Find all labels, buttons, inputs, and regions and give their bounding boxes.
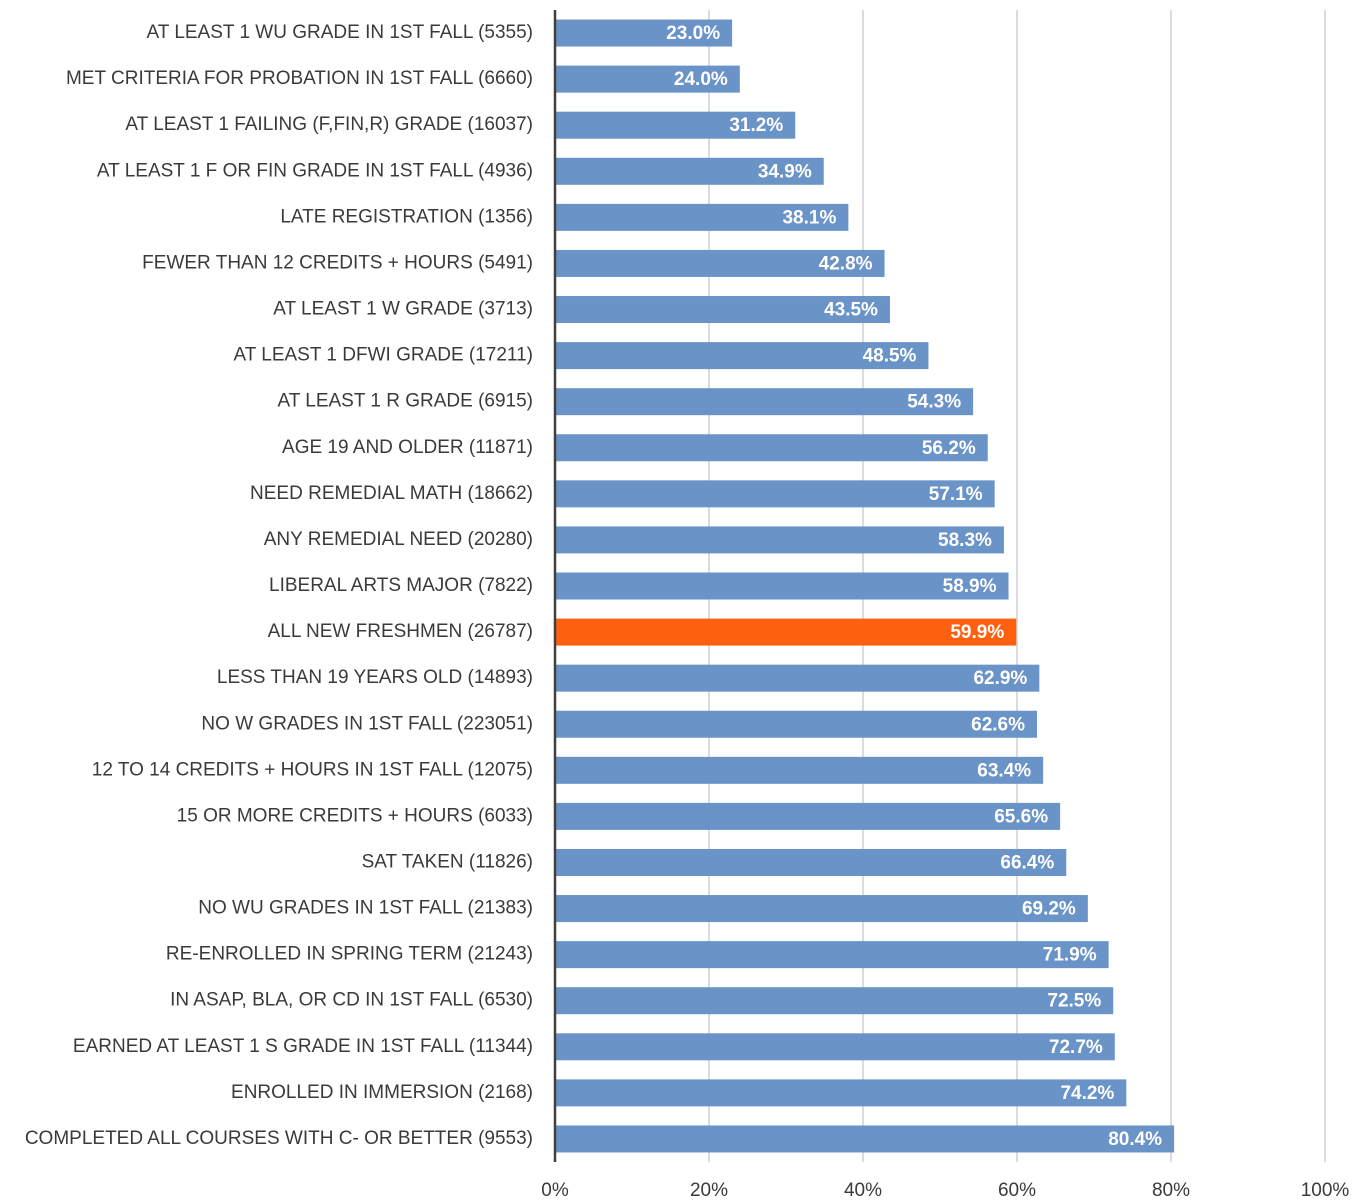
bar — [555, 756, 1044, 784]
category-label: ANY REMEDIAL NEED (20280) — [264, 529, 533, 550]
x-tick-label: 40% — [844, 1180, 882, 1200]
bar — [555, 157, 824, 185]
bar — [555, 296, 890, 324]
category-label: MET CRITERIA FOR PROBATION IN 1ST FALL (… — [66, 68, 533, 89]
value-label: 43.5% — [824, 300, 878, 321]
bar — [555, 111, 796, 139]
value-label: 71.9% — [1043, 945, 1097, 966]
bar — [555, 895, 1088, 923]
category-label: 15 OR MORE CREDITS + HOURS (6033) — [177, 805, 533, 826]
value-label: 38.1% — [782, 207, 836, 228]
bar — [555, 388, 974, 416]
bar — [555, 710, 1038, 738]
category-label: IN ASAP, BLA, OR CD IN 1ST FALL (6530) — [170, 990, 533, 1011]
category-label: AT LEAST 1 DFWI GRADE (17211) — [233, 345, 533, 366]
value-label: 63.4% — [977, 760, 1031, 781]
category-label: NO WU GRADES IN 1ST FALL (21383) — [198, 898, 533, 919]
bar — [555, 342, 929, 370]
bar — [555, 480, 995, 508]
value-label: 42.8% — [819, 253, 873, 274]
bar — [555, 664, 1040, 692]
value-label: 66.4% — [1000, 852, 1054, 873]
category-label: EARNED AT LEAST 1 S GRADE IN 1ST FALL (1… — [73, 1036, 533, 1057]
value-label: 62.9% — [973, 668, 1027, 689]
bar — [555, 802, 1061, 830]
value-label: 54.3% — [907, 392, 961, 413]
value-label: 24.0% — [674, 69, 728, 90]
bar — [555, 572, 1009, 600]
value-label: 48.5% — [863, 346, 917, 367]
category-label: LIBERAL ARTS MAJOR (7822) — [269, 575, 533, 596]
value-label: 31.2% — [729, 115, 783, 136]
value-label: 23.0% — [666, 23, 720, 44]
value-label: 57.1% — [929, 484, 983, 505]
category-label: ENROLLED IN IMMERSION (2168) — [231, 1082, 533, 1103]
bar — [555, 941, 1109, 969]
bar — [555, 249, 885, 277]
category-label: AT LEAST 1 W GRADE (3713) — [273, 299, 533, 320]
value-label: 72.5% — [1047, 991, 1101, 1012]
x-tick-label: 100% — [1301, 1180, 1350, 1200]
category-label: RE-ENROLLED IN SPRING TERM (21243) — [166, 944, 533, 965]
bar — [555, 434, 988, 462]
x-tick-label: 20% — [690, 1180, 728, 1200]
category-label: NO W GRADES IN 1ST FALL (223051) — [201, 713, 533, 734]
category-label: AT LEAST 1 R GRADE (6915) — [277, 391, 533, 412]
bar — [555, 19, 733, 47]
bar — [555, 618, 1017, 646]
x-tick-label: 0% — [541, 1180, 569, 1200]
x-tick-label: 60% — [998, 1180, 1036, 1200]
bar — [555, 1125, 1175, 1153]
category-label: AT LEAST 1 WU GRADE IN 1ST FALL (5355) — [147, 22, 533, 43]
bar — [555, 1079, 1127, 1107]
value-label: 34.9% — [758, 161, 812, 182]
x-tick-label: 80% — [1152, 1180, 1190, 1200]
category-label: NEED REMEDIAL MATH (18662) — [250, 483, 533, 504]
bar — [555, 987, 1114, 1015]
value-label: 56.2% — [922, 438, 976, 459]
value-label: 62.6% — [971, 714, 1025, 735]
bar — [555, 848, 1067, 876]
value-label: 80.4% — [1108, 1129, 1162, 1150]
category-label: AT LEAST 1 F OR FIN GRADE IN 1ST FALL (4… — [97, 160, 533, 181]
category-label: ALL NEW FRESHMEN (26787) — [268, 621, 533, 642]
value-label: 69.2% — [1022, 899, 1076, 920]
category-label: AGE 19 AND OLDER (11871) — [282, 437, 533, 458]
category-label: SAT TAKEN (11826) — [362, 851, 533, 872]
category-label: AT LEAST 1 FAILING (F,FIN,R) GRADE (1603… — [125, 114, 533, 135]
category-label: LESS THAN 19 YEARS OLD (14893) — [217, 667, 533, 688]
bar — [555, 203, 849, 231]
value-label: 58.3% — [938, 530, 992, 551]
category-label: LATE REGISTRATION (1356) — [280, 206, 533, 227]
value-label: 72.7% — [1049, 1037, 1103, 1058]
category-label: FEWER THAN 12 CREDITS + HOURS (5491) — [142, 252, 533, 273]
bar — [555, 65, 740, 93]
bar — [555, 526, 1004, 554]
category-label: 12 TO 14 CREDITS + HOURS IN 1ST FALL (12… — [92, 759, 533, 780]
category-label: COMPLETED ALL COURSES WITH C- OR BETTER … — [25, 1128, 533, 1149]
value-label: 65.6% — [994, 806, 1048, 827]
bar — [555, 1033, 1115, 1061]
value-label: 74.2% — [1060, 1083, 1114, 1104]
value-label: 58.9% — [943, 576, 997, 597]
value-label: 59.9% — [950, 622, 1004, 643]
